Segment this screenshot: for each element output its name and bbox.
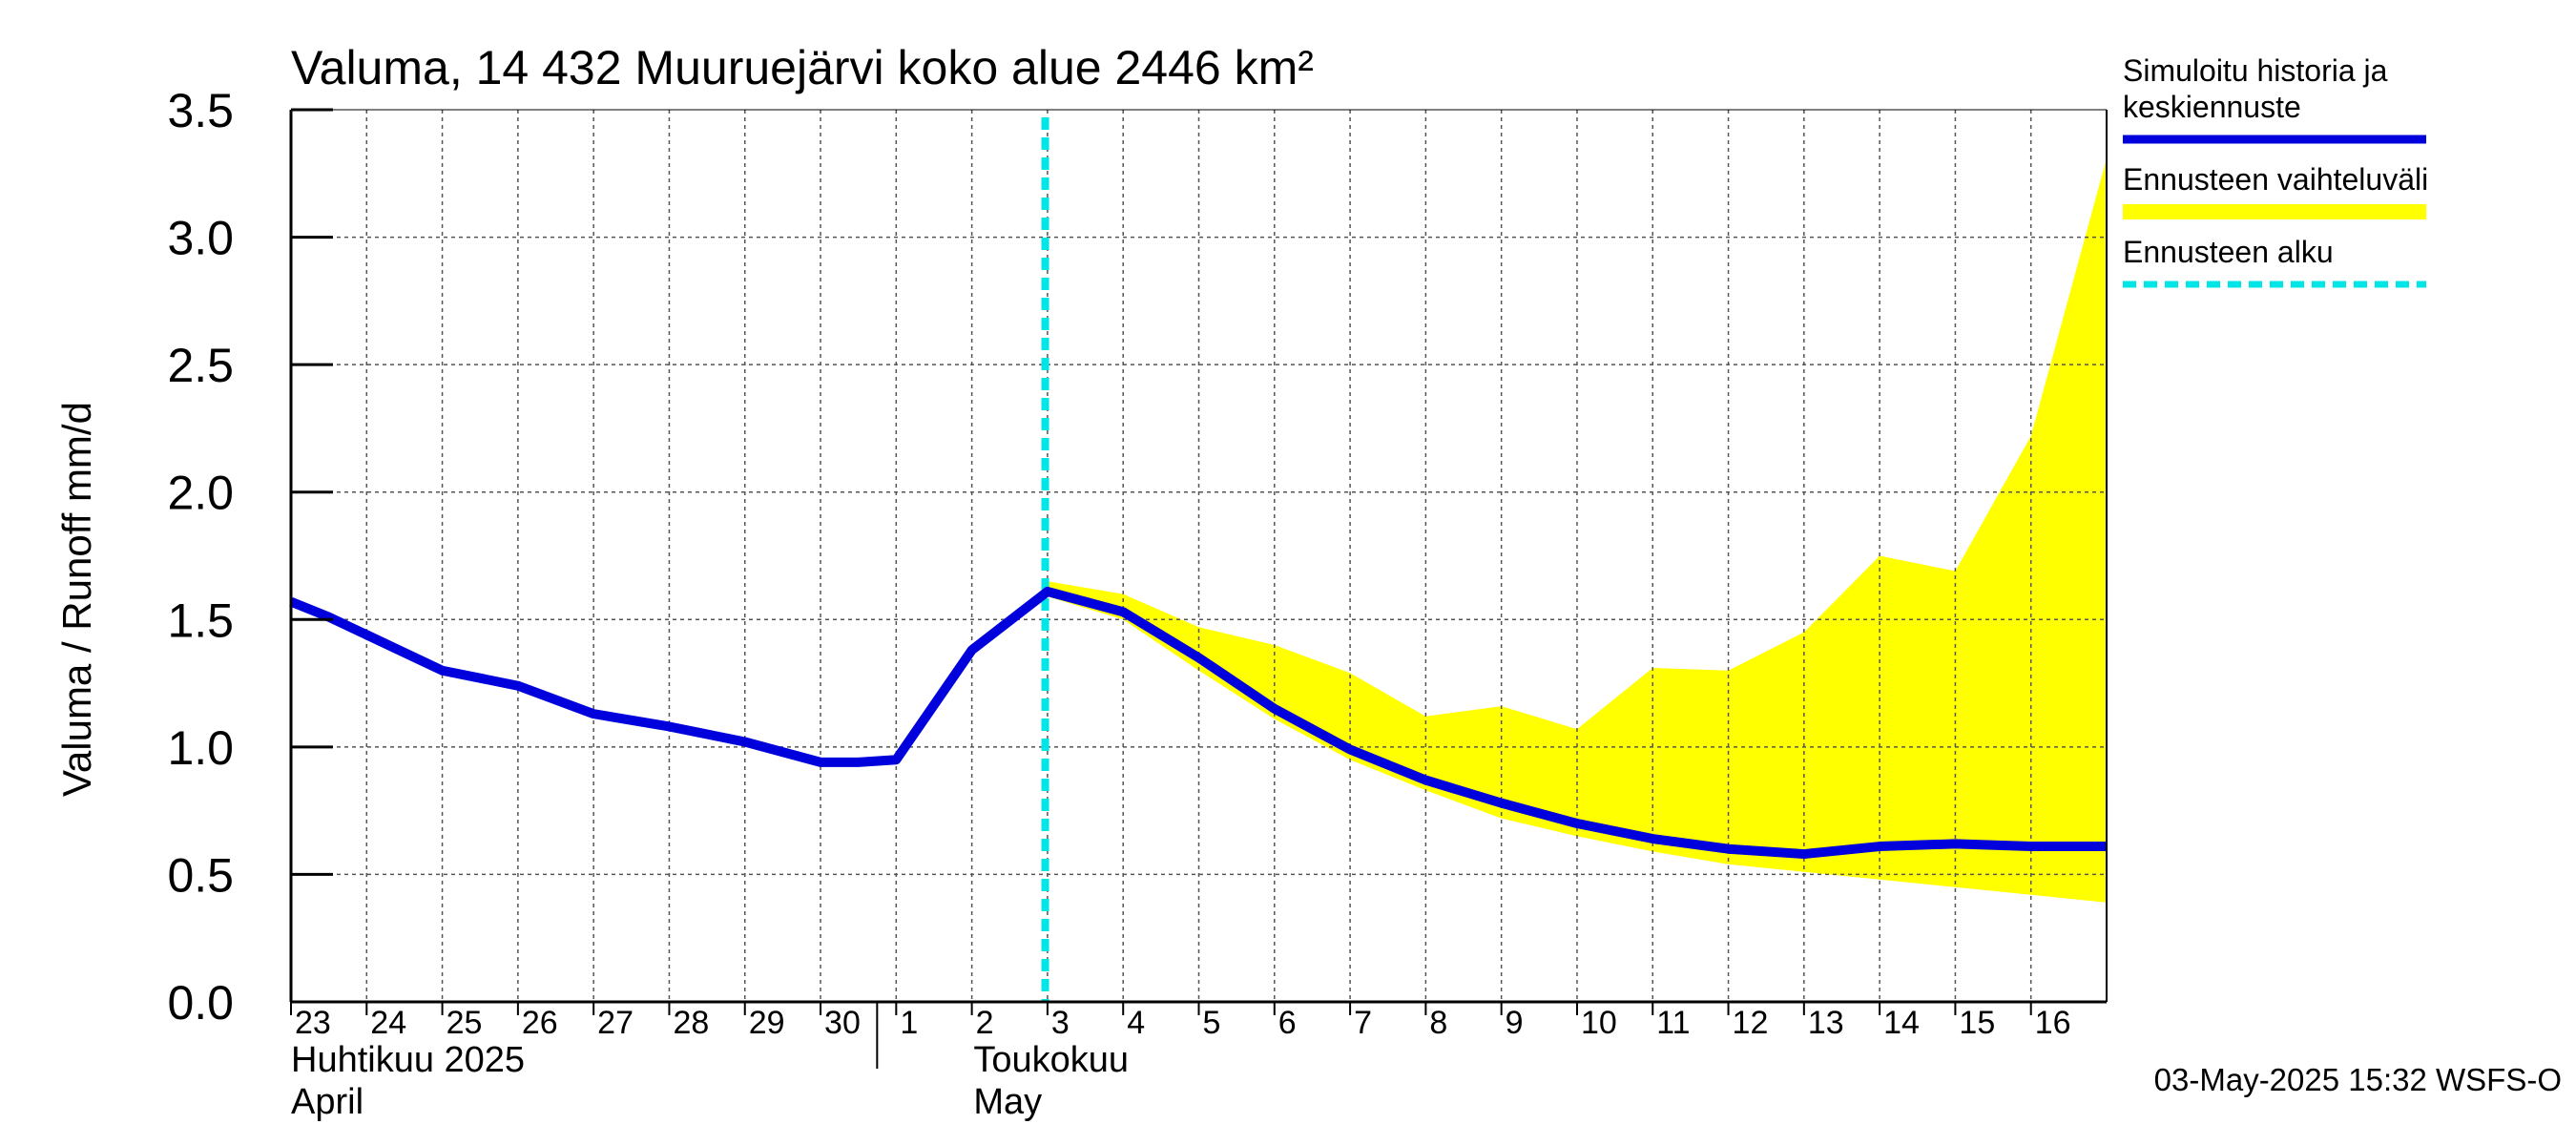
x-tick-label: 24 [370,1005,406,1041]
y-axis-label: Valuma / Runoff mm/d [54,402,99,797]
x-tick-label: 4 [1127,1005,1145,1041]
x-tick-label: 5 [1203,1005,1221,1041]
x-tick-label: 10 [1581,1005,1617,1041]
x-tick-label: 9 [1506,1005,1524,1041]
y-tick-label: 2.0 [167,467,234,520]
x-tick-label: 7 [1354,1005,1372,1041]
x-tick-label: 8 [1429,1005,1447,1041]
x-tick-label: 13 [1808,1005,1844,1041]
legend-entry-label: Ennusteen vaihteluväli [2123,162,2428,197]
x-tick-label: 12 [1733,1005,1769,1041]
x-tick-label: 30 [824,1005,861,1041]
forecast-range-layer [1047,157,2107,903]
x-tick-label: 23 [295,1005,331,1041]
y-tick-label: 3.0 [167,212,234,265]
y-tick-label: 2.5 [167,339,234,392]
legend-entry-label: Ennusteen alku [2123,235,2334,269]
legend-entry-label: keskiennuste [2123,90,2301,124]
x-tick-label: 14 [1883,1005,1920,1041]
x-tick-label: 15 [1959,1005,1995,1041]
month-label: Toukokuu [973,1040,1129,1080]
x-tick-label: 29 [749,1005,785,1041]
x-tick-label: 26 [522,1005,558,1041]
y-tick-label: 0.0 [167,976,234,1030]
x-tick-label: 27 [597,1005,634,1041]
month-label-english: April [291,1082,364,1122]
x-tick-label: 1 [900,1005,918,1041]
y-tick-label: 1.0 [167,721,234,775]
y-tick-label: 3.5 [167,84,234,137]
x-tick-label: 11 [1656,1005,1690,1041]
x-tick-label: 3 [1051,1005,1070,1041]
month-label: Huhtikuu 2025 [291,1040,525,1080]
x-tick-label: 25 [447,1005,483,1041]
month-label-english: May [973,1082,1042,1122]
x-tick-labels: 23 24 25 26 27 28 29 30 1 2 3 4 5 6 7 8 9 10 11 12 13 14 15 16 [295,1005,2071,1041]
series-line-simulated [289,586,2107,860]
series-layer [289,586,2107,860]
forecast-range-band [1047,157,2107,903]
grid-layer [291,110,2107,1002]
legend-entry-label: Simuloitu historia ja [2123,53,2388,88]
legend-swatch-band [2123,204,2426,219]
axis-layer [289,108,2108,1069]
y-tick-label: 0.5 [167,848,234,902]
x-tick-label: 2 [976,1005,994,1041]
x-tick-label: 28 [673,1005,709,1041]
x-tick-label: 6 [1278,1005,1297,1041]
x-tick-label: 16 [2035,1005,2071,1041]
chart-title: Valuma, 14 432 Muuruejärvi koko alue 244… [291,41,1314,94]
footer-timestamp: 03-May-2025 15:32 WSFS-O [2154,1062,2562,1097]
y-tick-labels: 0.0 0.5 1.0 1.5 2.0 2.5 3.0 3.5 [167,84,234,1030]
y-tick-label: 1.5 [167,593,234,647]
